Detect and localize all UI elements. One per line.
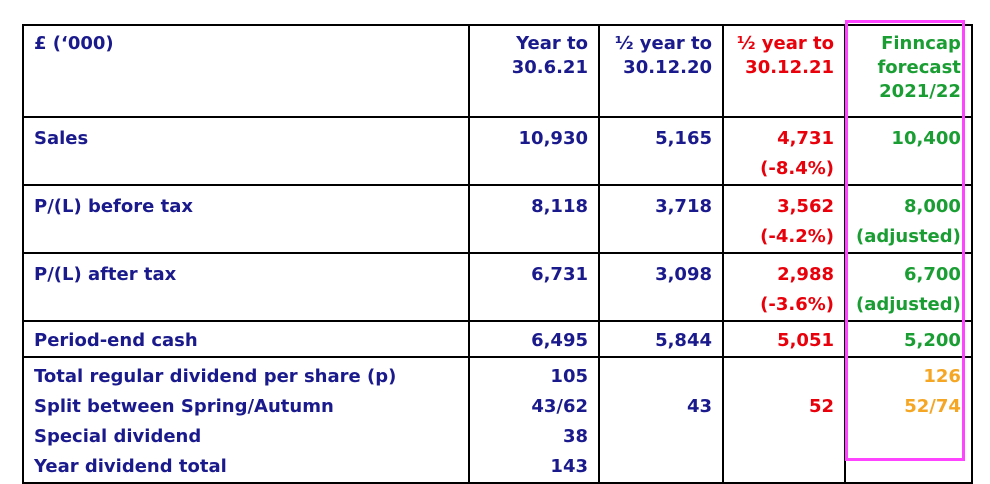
header-currency-label: £ (‘000) [22,24,470,118]
header-row: £ (‘000) Year to 30.6.21 ½ year to 30.12… [22,24,973,118]
pat-forecast: 6,700 (adjusted) [844,252,973,322]
cash-half-2020: 5,844 [598,320,724,358]
pat-half-2021: 2,988 (-3.6%) [722,252,846,322]
dividend-half-2020: 43 [598,356,724,484]
dividend-row: Total regular dividend per share (p) Spl… [22,356,973,484]
pat-year: 6,731 [468,252,600,322]
cash-half-2021: 5,051 [722,320,846,358]
pat-label: P/(L) after tax [22,252,470,322]
sales-year: 10,930 [468,116,600,186]
pbt-forecast: 8,000 (adjusted) [844,184,973,254]
header-finncap-forecast: Finncap forecast 2021/22 [844,24,973,118]
cash-label: Period-end cash [22,320,470,358]
cash-forecast: 5,200 [844,320,973,358]
pbt-year: 8,118 [468,184,600,254]
financial-table: £ (‘000) Year to 30.6.21 ½ year to 30.12… [22,24,973,484]
header-year-to-30-6-21: Year to 30.6.21 [468,24,600,118]
pat-row: P/(L) after tax 6,731 3,098 2,988 (-3.6%… [22,252,973,322]
sales-half-2020: 5,165 [598,116,724,186]
sales-row: Sales 10,930 5,165 4,731 (-8.4%) 10,400 [22,116,973,186]
dividend-year-values: 105 43/62 38 143 [468,356,600,484]
pat-half-2020: 3,098 [598,252,724,322]
pbt-row: P/(L) before tax 8,118 3,718 3,562 (-4.2… [22,184,973,254]
dividend-forecast: 126 52/74 [844,356,973,484]
header-half-year-30-12-21: ½ year to 30.12.21 [722,24,846,118]
cash-year: 6,495 [468,320,600,358]
sales-label: Sales [22,116,470,186]
dividend-half-2021: 52 [722,356,846,484]
cash-row: Period-end cash 6,495 5,844 5,051 5,200 [22,320,973,358]
dividend-labels: Total regular dividend per share (p) Spl… [22,356,470,484]
sales-half-2021: 4,731 (-8.4%) [722,116,846,186]
header-half-year-30-12-20: ½ year to 30.12.20 [598,24,724,118]
pbt-half-2020: 3,718 [598,184,724,254]
pbt-half-2021: 3,562 (-4.2%) [722,184,846,254]
sales-forecast: 10,400 [844,116,973,186]
pbt-label: P/(L) before tax [22,184,470,254]
